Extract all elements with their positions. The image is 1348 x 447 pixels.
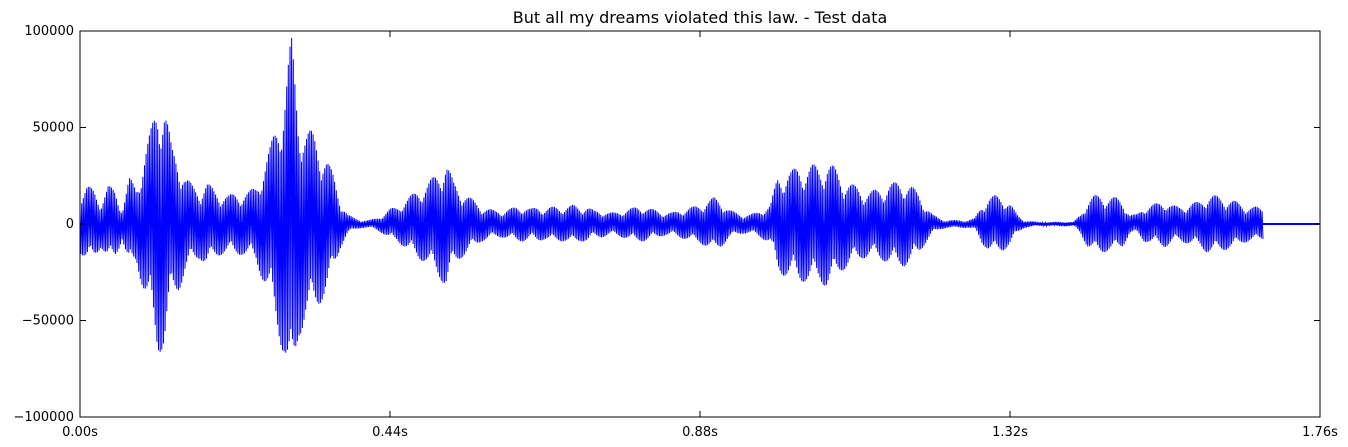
y-tick-label: −100000 — [13, 410, 74, 425]
axis-ticks: 0.00s 0.44s 0.88s 1.32s 1.76s 100000 50000 0 −50… — [13, 24, 1338, 440]
waveform-series — [79, 37, 1320, 353]
y-tick-label: 50000 — [33, 121, 74, 136]
x-tick-label: 1.76s — [1302, 425, 1338, 440]
x-tick-label: 0.44s — [372, 425, 408, 440]
y-tick-label: −50000 — [22, 314, 74, 329]
waveform-line — [79, 37, 1264, 353]
x-tick-label: 0.00s — [62, 425, 98, 440]
y-tick-label: 0 — [66, 217, 74, 232]
x-tick-label: 0.88s — [682, 425, 718, 440]
x-tick-label: 1.32s — [992, 425, 1028, 440]
chart-title: But all my dreams violated this law. - T… — [513, 8, 888, 27]
y-tick-label: 100000 — [24, 24, 74, 39]
